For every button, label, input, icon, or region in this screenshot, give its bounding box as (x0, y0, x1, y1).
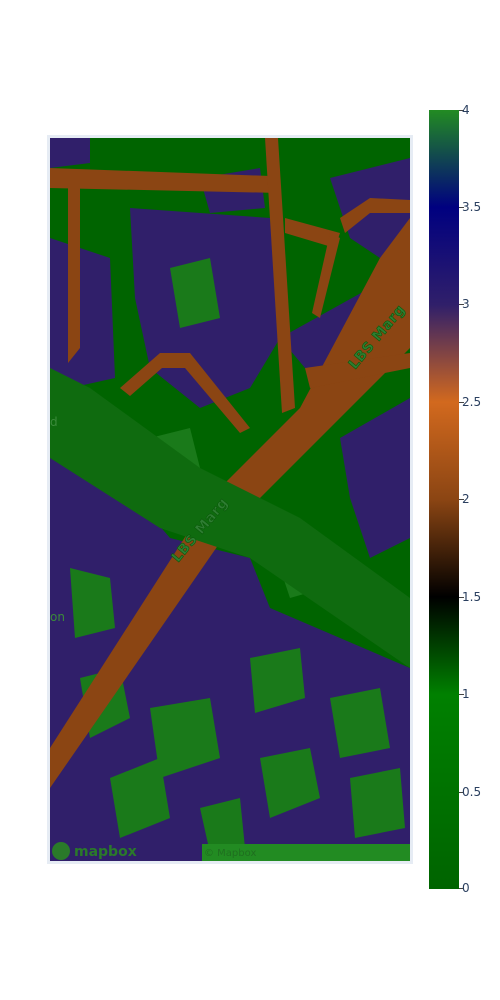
colorbar-tick (459, 402, 464, 403)
colorbar-tick-label: 4 (462, 103, 470, 117)
mapbox-logo-icon (52, 842, 70, 860)
colorbar-tick (459, 694, 464, 695)
colorbar-tick (459, 888, 464, 889)
colorbar-tick-label: 3 (462, 297, 470, 311)
attribution-bar (202, 844, 410, 861)
colorbar-tick (459, 207, 464, 208)
colorbar-tick-label: 0.5 (462, 785, 482, 799)
colorbar-tick (459, 792, 464, 793)
colorbar-tick-label: 1.5 (462, 590, 482, 604)
place-label-left: on (50, 610, 65, 624)
mapbox-logo-text: mapbox (74, 844, 137, 860)
segmentation-map[interactable]: LBS Marg LBS Marg on d mapbox © Mapbox (50, 138, 410, 861)
colorbar-tick (459, 499, 464, 500)
place-label-edge: d (50, 415, 58, 429)
railway-corridor (50, 368, 410, 668)
map-container[interactable]: LBS Marg LBS Marg on d mapbox © Mapbox (47, 135, 413, 864)
colorbar-tick-label: 2 (462, 492, 470, 506)
colorbar-tick (459, 304, 464, 305)
side-roads (50, 138, 410, 433)
colorbar-tick (459, 110, 464, 111)
attribution-link[interactable]: © Mapbox (204, 848, 256, 859)
colorbar-tick-label: 2.5 (462, 395, 482, 409)
mapbox-logo[interactable]: mapbox (52, 842, 137, 860)
colorbar-tick-label: 1 (462, 687, 470, 701)
colorbar (429, 110, 459, 889)
colorbar-tick (459, 597, 464, 598)
colorbar-tick-label: 0 (462, 881, 470, 895)
colorbar-tick-label: 3.5 (462, 200, 482, 214)
